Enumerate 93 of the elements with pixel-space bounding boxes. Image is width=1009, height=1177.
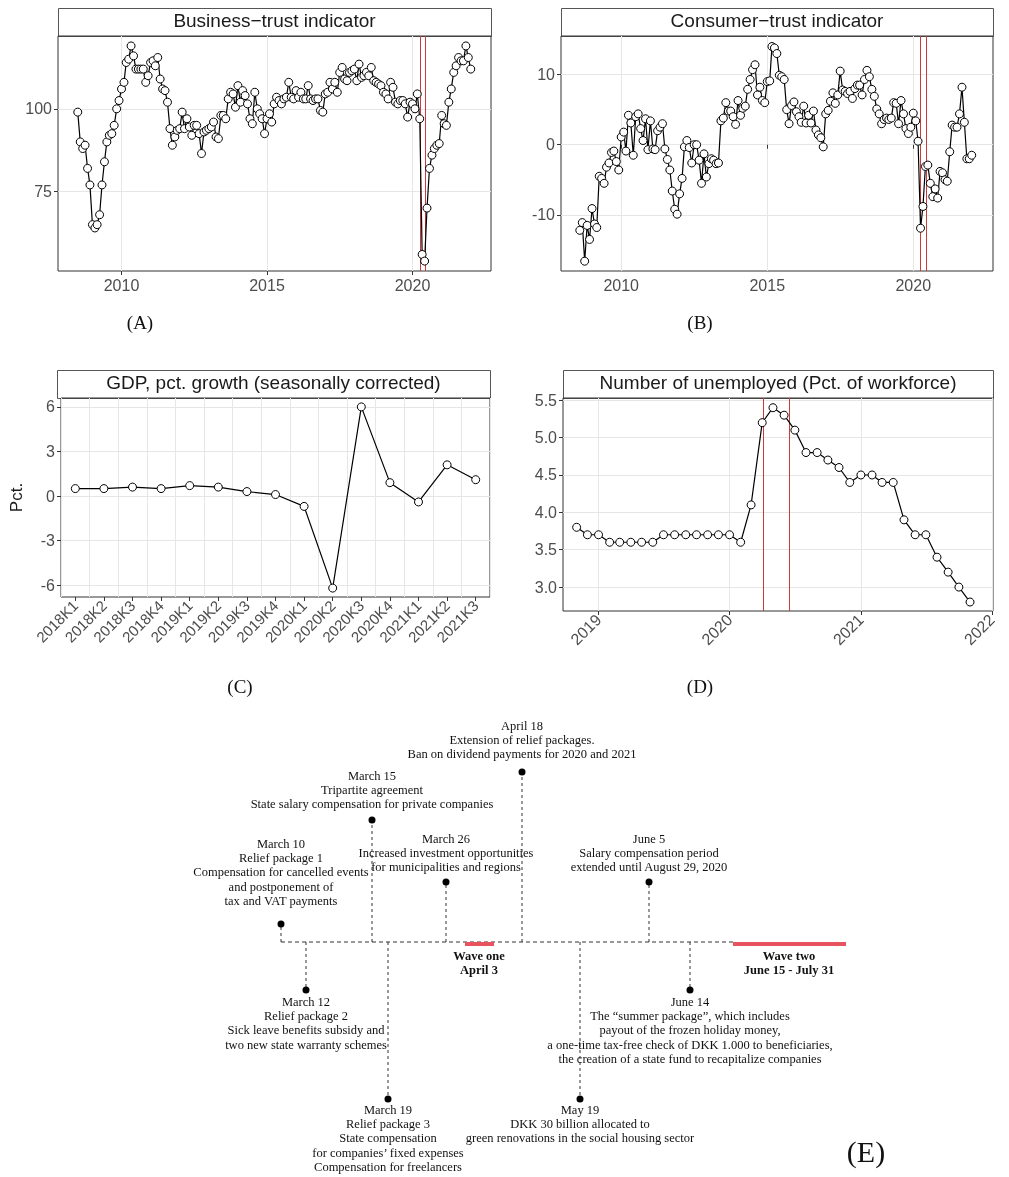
point — [725, 530, 735, 540]
chart-title: Business−trust indicator — [173, 10, 377, 31]
y-tick-label: 3 — [46, 442, 56, 460]
point — [385, 478, 395, 488]
point — [877, 477, 887, 487]
point — [356, 402, 366, 412]
point — [703, 530, 713, 540]
point — [736, 537, 746, 547]
y-tick-label: 5.5 — [534, 391, 558, 409]
point — [954, 582, 964, 592]
text: April 18 Extension of relief packages. Ban on dividend payments for 2020 and 2021 — [407, 718, 637, 762]
text: (C) — [227, 675, 253, 698]
point — [70, 484, 80, 494]
point — [801, 448, 811, 458]
point — [713, 530, 723, 540]
x-tick-label: 2020 — [394, 276, 431, 294]
point — [99, 484, 109, 494]
x-tick-label: 2010 — [103, 276, 140, 294]
x-tick-label: 2010 — [603, 276, 640, 294]
point — [271, 490, 280, 500]
point — [746, 500, 756, 510]
chart-title: Number of unemployed (Pct. of workforce) — [599, 372, 957, 393]
point — [659, 530, 668, 540]
text: May 19 DKK 30 billion allocated to green renovations in the social housing sector — [465, 1102, 696, 1146]
y-tick-label: 3.0 — [534, 578, 558, 596]
text: March 15 Tripartite agreement State salary compensation for private companies — [250, 768, 494, 812]
point — [185, 481, 195, 491]
y-tick-label: -3 — [40, 532, 56, 550]
y-tick-label: 75 — [34, 183, 53, 201]
text: Wave one April 3 — [453, 948, 506, 978]
point — [921, 530, 931, 540]
point — [670, 530, 680, 540]
point — [965, 597, 975, 607]
y-tick-label: 10 — [537, 66, 556, 84]
point — [888, 477, 898, 487]
point — [845, 477, 855, 487]
point — [299, 501, 309, 511]
y-tick-label: 0 — [46, 487, 56, 505]
x-tick-label: 2015 — [749, 276, 786, 294]
point — [943, 567, 953, 577]
point — [471, 475, 481, 485]
point — [790, 425, 800, 435]
point — [128, 482, 137, 492]
y-axis-title: Pct. — [7, 482, 26, 513]
text: (A) — [126, 311, 154, 334]
point — [615, 537, 625, 547]
point — [242, 487, 252, 497]
point — [594, 530, 604, 540]
y-tick-label: 4.0 — [534, 503, 558, 521]
point — [899, 515, 909, 525]
point — [582, 530, 592, 540]
y-tick-label: 3.5 — [534, 541, 558, 559]
point — [605, 537, 615, 547]
text: March 19 Relief package 3 State compensation for companies’ fixed expenses Compensation for freelancers — [312, 1102, 464, 1174]
point — [328, 583, 338, 593]
chart-title: GDP, pct. growth (seasonally corrected) — [106, 372, 441, 393]
point — [648, 537, 658, 547]
x-tick-label: 2015 — [249, 276, 285, 294]
text: June 5 Salary compensation period extended until August 29, 2020 — [570, 831, 728, 875]
point — [572, 522, 582, 532]
y-tick-label: -10 — [531, 206, 556, 224]
point — [856, 470, 866, 480]
text: (E) — [846, 1134, 886, 1169]
x-tick-label: 2020 — [895, 276, 932, 294]
point — [823, 455, 833, 465]
text: March 12 Relief package 2 Sick leave benefits subsidy and two new state warranty schemes — [225, 994, 388, 1052]
point — [156, 484, 166, 494]
point — [910, 530, 920, 540]
y-tick-label: -6 — [40, 576, 56, 594]
point — [932, 552, 942, 562]
chart-title: Consumer−trust indicator — [670, 10, 885, 31]
point — [757, 418, 767, 428]
point — [442, 460, 452, 470]
y-tick-label: 0 — [546, 136, 556, 154]
point — [213, 482, 223, 492]
point — [414, 497, 423, 507]
y-tick-label: 100 — [25, 100, 53, 118]
point — [692, 530, 702, 540]
text: Wave two June 15 - July 31 — [743, 948, 835, 978]
text: June 14 The “summer package”, which includes payout of the frozen holiday money, a one-time tax-free check of DKK 1.000 to beneficiaries, the creation of a state fund to recapitalize companies — [547, 994, 833, 1066]
text: (B) — [687, 311, 713, 334]
point — [779, 410, 789, 420]
point — [768, 403, 778, 413]
y-tick-label: 6 — [46, 398, 56, 416]
point — [637, 537, 647, 547]
point — [867, 470, 877, 480]
point — [626, 537, 636, 547]
y-tick-label: 5.0 — [534, 429, 558, 447]
y-tick-label: 4.5 — [534, 466, 558, 484]
point — [812, 448, 822, 458]
point — [681, 530, 691, 540]
point — [834, 463, 844, 472]
text: (D) — [686, 675, 714, 698]
